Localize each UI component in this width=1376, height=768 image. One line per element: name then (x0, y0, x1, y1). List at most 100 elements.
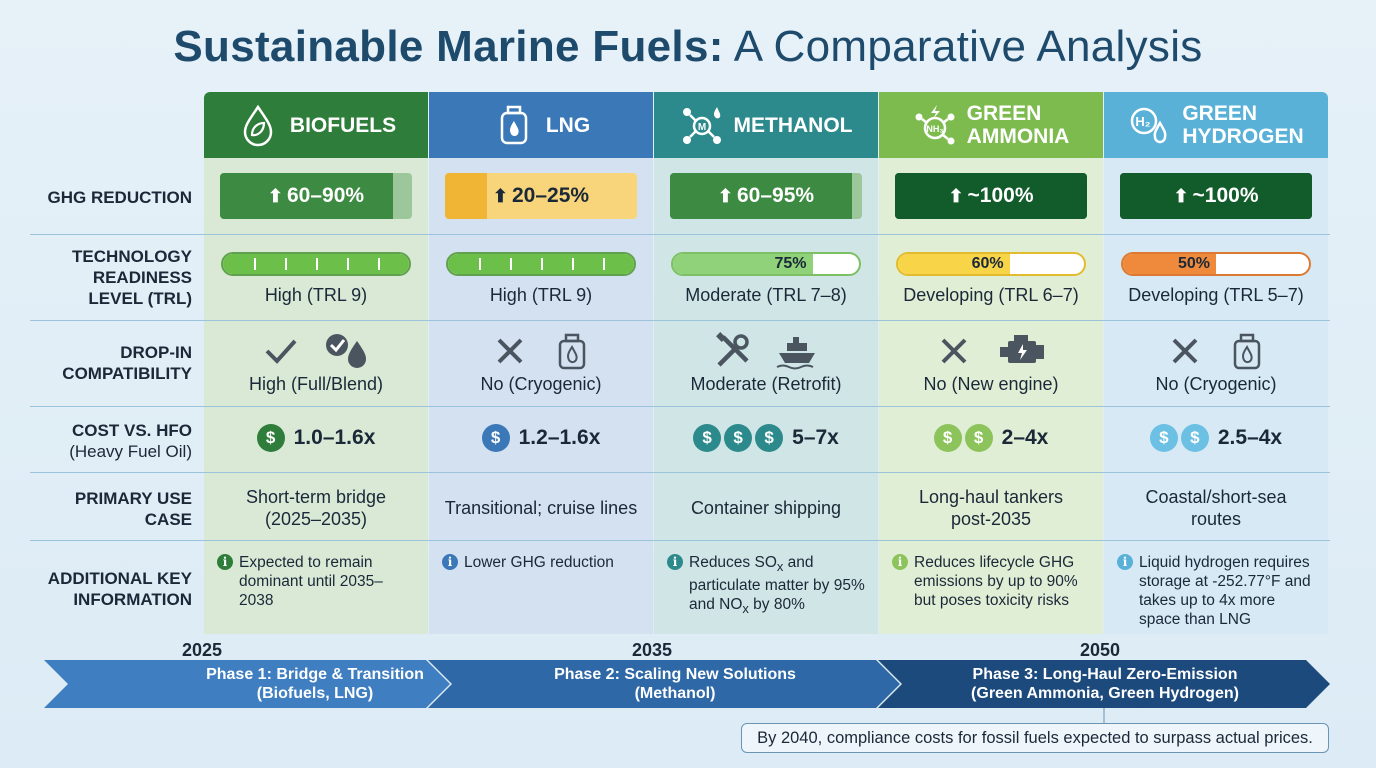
row-divider (30, 472, 1330, 473)
info-icon: i (667, 554, 683, 570)
drop-in-label: No (New engine) (923, 374, 1059, 394)
column-bg-methanol (654, 158, 878, 634)
column-name: LNG (545, 113, 591, 137)
ghg-value: ⬆ 60–90% (267, 184, 365, 207)
ghg-value: ⬆ ~100% (1173, 184, 1259, 207)
use-case: Short-term bridge (2025–2035) (245, 487, 387, 529)
engine-icon (996, 331, 1048, 371)
check-icon (261, 331, 301, 371)
column-header-methanol: M METHANOL (654, 92, 878, 158)
info-note: i Reduces lifecycle GHG emissions by up t… (892, 553, 1092, 610)
cost-cell: $ $2.5–4x (1104, 424, 1328, 452)
trl-percent: 60% (971, 255, 1004, 272)
column-header-green-hydrogen: H₂ GREEN HYDROGEN (1104, 92, 1328, 158)
dollar-coin-icon: $ (1180, 424, 1209, 452)
trl-percent: 50% (1177, 255, 1210, 272)
dollar-coin-icon: $ (481, 424, 510, 452)
phase-3-arrow (878, 660, 1330, 708)
use-case: Coastal/short-sea routes (1145, 487, 1287, 529)
ghg-value: ⬆ 60–95% (717, 184, 815, 207)
phase-2-arrow (428, 660, 900, 708)
cross-icon (934, 331, 974, 371)
cost-value: 2.5–4x (1217, 426, 1283, 449)
drop-in-label: High (Full/Blend) (248, 374, 384, 394)
info-note: i Expected to remain dominant until 2035–… (217, 553, 417, 610)
row-label-cost: COST VS. HFO (Heavy Fuel Oil) (69, 421, 192, 461)
trl-label: Moderate (TRL 7–8) (685, 285, 847, 305)
row-label-trl: TECHNOLOGY READINESS LEVEL (TRL) (72, 246, 192, 308)
row-divider (30, 234, 1330, 235)
footnote: By 2040, compliance costs for fossil fue… (741, 723, 1329, 753)
info-icon: i (892, 554, 908, 570)
gas-tank-icon (552, 331, 592, 371)
ghg-bar: ⬆ ~100% (895, 173, 1087, 219)
use-case: Long-haul tankers post-2035 (918, 487, 1064, 529)
column-name: GREEN HYDROGEN (1182, 102, 1304, 148)
trl-bar (446, 252, 636, 276)
info-icon: i (1117, 554, 1133, 570)
use-case: Transitional; cruise lines (444, 498, 638, 518)
svg-text:H₂: H₂ (1136, 114, 1151, 129)
column-bg-lng (429, 158, 653, 634)
svg-text:M: M (697, 122, 705, 133)
ghg-value: ⬆ 20–25% (492, 184, 590, 207)
trl-bar (221, 252, 411, 276)
column-header-green-ammonia: NH₃ GREEN AMMONIA (879, 92, 1103, 158)
use-case: Container shipping (690, 498, 842, 518)
ghg-bar: ⬆ 60–90% (220, 173, 412, 219)
cost-value: 2–4x (1001, 426, 1049, 449)
trl-label: Developing (TRL 5–7) (1128, 285, 1304, 305)
ghg-value: ⬆ ~100% (948, 184, 1034, 207)
row-divider (30, 406, 1330, 407)
column-header-biofuels: BIOFUELS (204, 92, 428, 158)
info-icon: i (442, 554, 458, 570)
cost-value: 1.2–1.6x (518, 426, 601, 449)
ghg-bar: ⬆ 60–95% (670, 173, 862, 219)
column-name: BIOFUELS (289, 113, 397, 137)
year-2025: 2025 (182, 640, 223, 660)
wrench-icon (713, 331, 753, 371)
column-name: METHANOL (733, 113, 853, 137)
row-label-use-case: PRIMARY USE CASE (74, 489, 192, 529)
cost-cell: $1.2–1.6x (429, 424, 653, 452)
drop-in-icons (204, 330, 428, 372)
cost-cell: $ $ $5–7x (654, 424, 878, 452)
row-label-ghg: GHG REDUCTION (47, 187, 193, 207)
trl-label: Developing (TRL 6–7) (903, 285, 1079, 305)
column-name: GREEN AMMONIA (966, 102, 1070, 148)
year-2035: 2035 (632, 640, 673, 660)
ammonia-icon: NH₃ (913, 103, 957, 147)
ship-icon (775, 331, 819, 371)
ghg-bar: ⬆ 20–25% (445, 173, 637, 219)
trl-label: High (TRL 9) (489, 285, 593, 305)
cross-icon (1165, 331, 1205, 371)
cost-cell: $1.0–1.6x (204, 424, 428, 452)
phase-1-arrow (44, 660, 450, 708)
trl-bar: 75% (671, 252, 861, 276)
row-divider (30, 320, 1330, 321)
info-note: i Lower GHG reduction (442, 553, 642, 572)
cost-cell: $ $2–4x (879, 424, 1103, 452)
ghg-bar: ⬆ ~100% (1120, 173, 1312, 219)
leaf-drop-icon (236, 103, 280, 147)
column-bg-green-hydrogen (1104, 158, 1328, 634)
gas-tank-icon (492, 103, 536, 147)
row-label-info: ADDITIONAL KEY INFORMATION (47, 569, 192, 609)
svg-text:NH₃: NH₃ (926, 124, 943, 134)
dollar-coin-icon: $ (724, 424, 753, 452)
trl-percent: 75% (774, 255, 807, 272)
drop-in-icons (429, 330, 653, 372)
info-note: i Reduces SOx and particulate matter by 9… (667, 553, 867, 618)
cost-value: 5–7x (792, 426, 839, 449)
phase-3-label: Phase 3: Long-Haul Zero-Emission (Green A… (971, 666, 1239, 702)
dollar-coin-icon: $ (964, 424, 993, 452)
drop-in-icons (1104, 330, 1328, 372)
trl-label: High (TRL 9) (264, 285, 368, 305)
drop-in-label: No (Cryogenic) (1155, 374, 1277, 394)
column-header-lng: LNG (429, 92, 653, 158)
phase-2-label: Phase 2: Scaling New Solutions (Methanol) (554, 666, 796, 702)
dollar-coin-icon: $ (256, 424, 285, 452)
dollar-coin-icon: $ (693, 424, 722, 452)
molecule-icon: M (680, 103, 724, 147)
